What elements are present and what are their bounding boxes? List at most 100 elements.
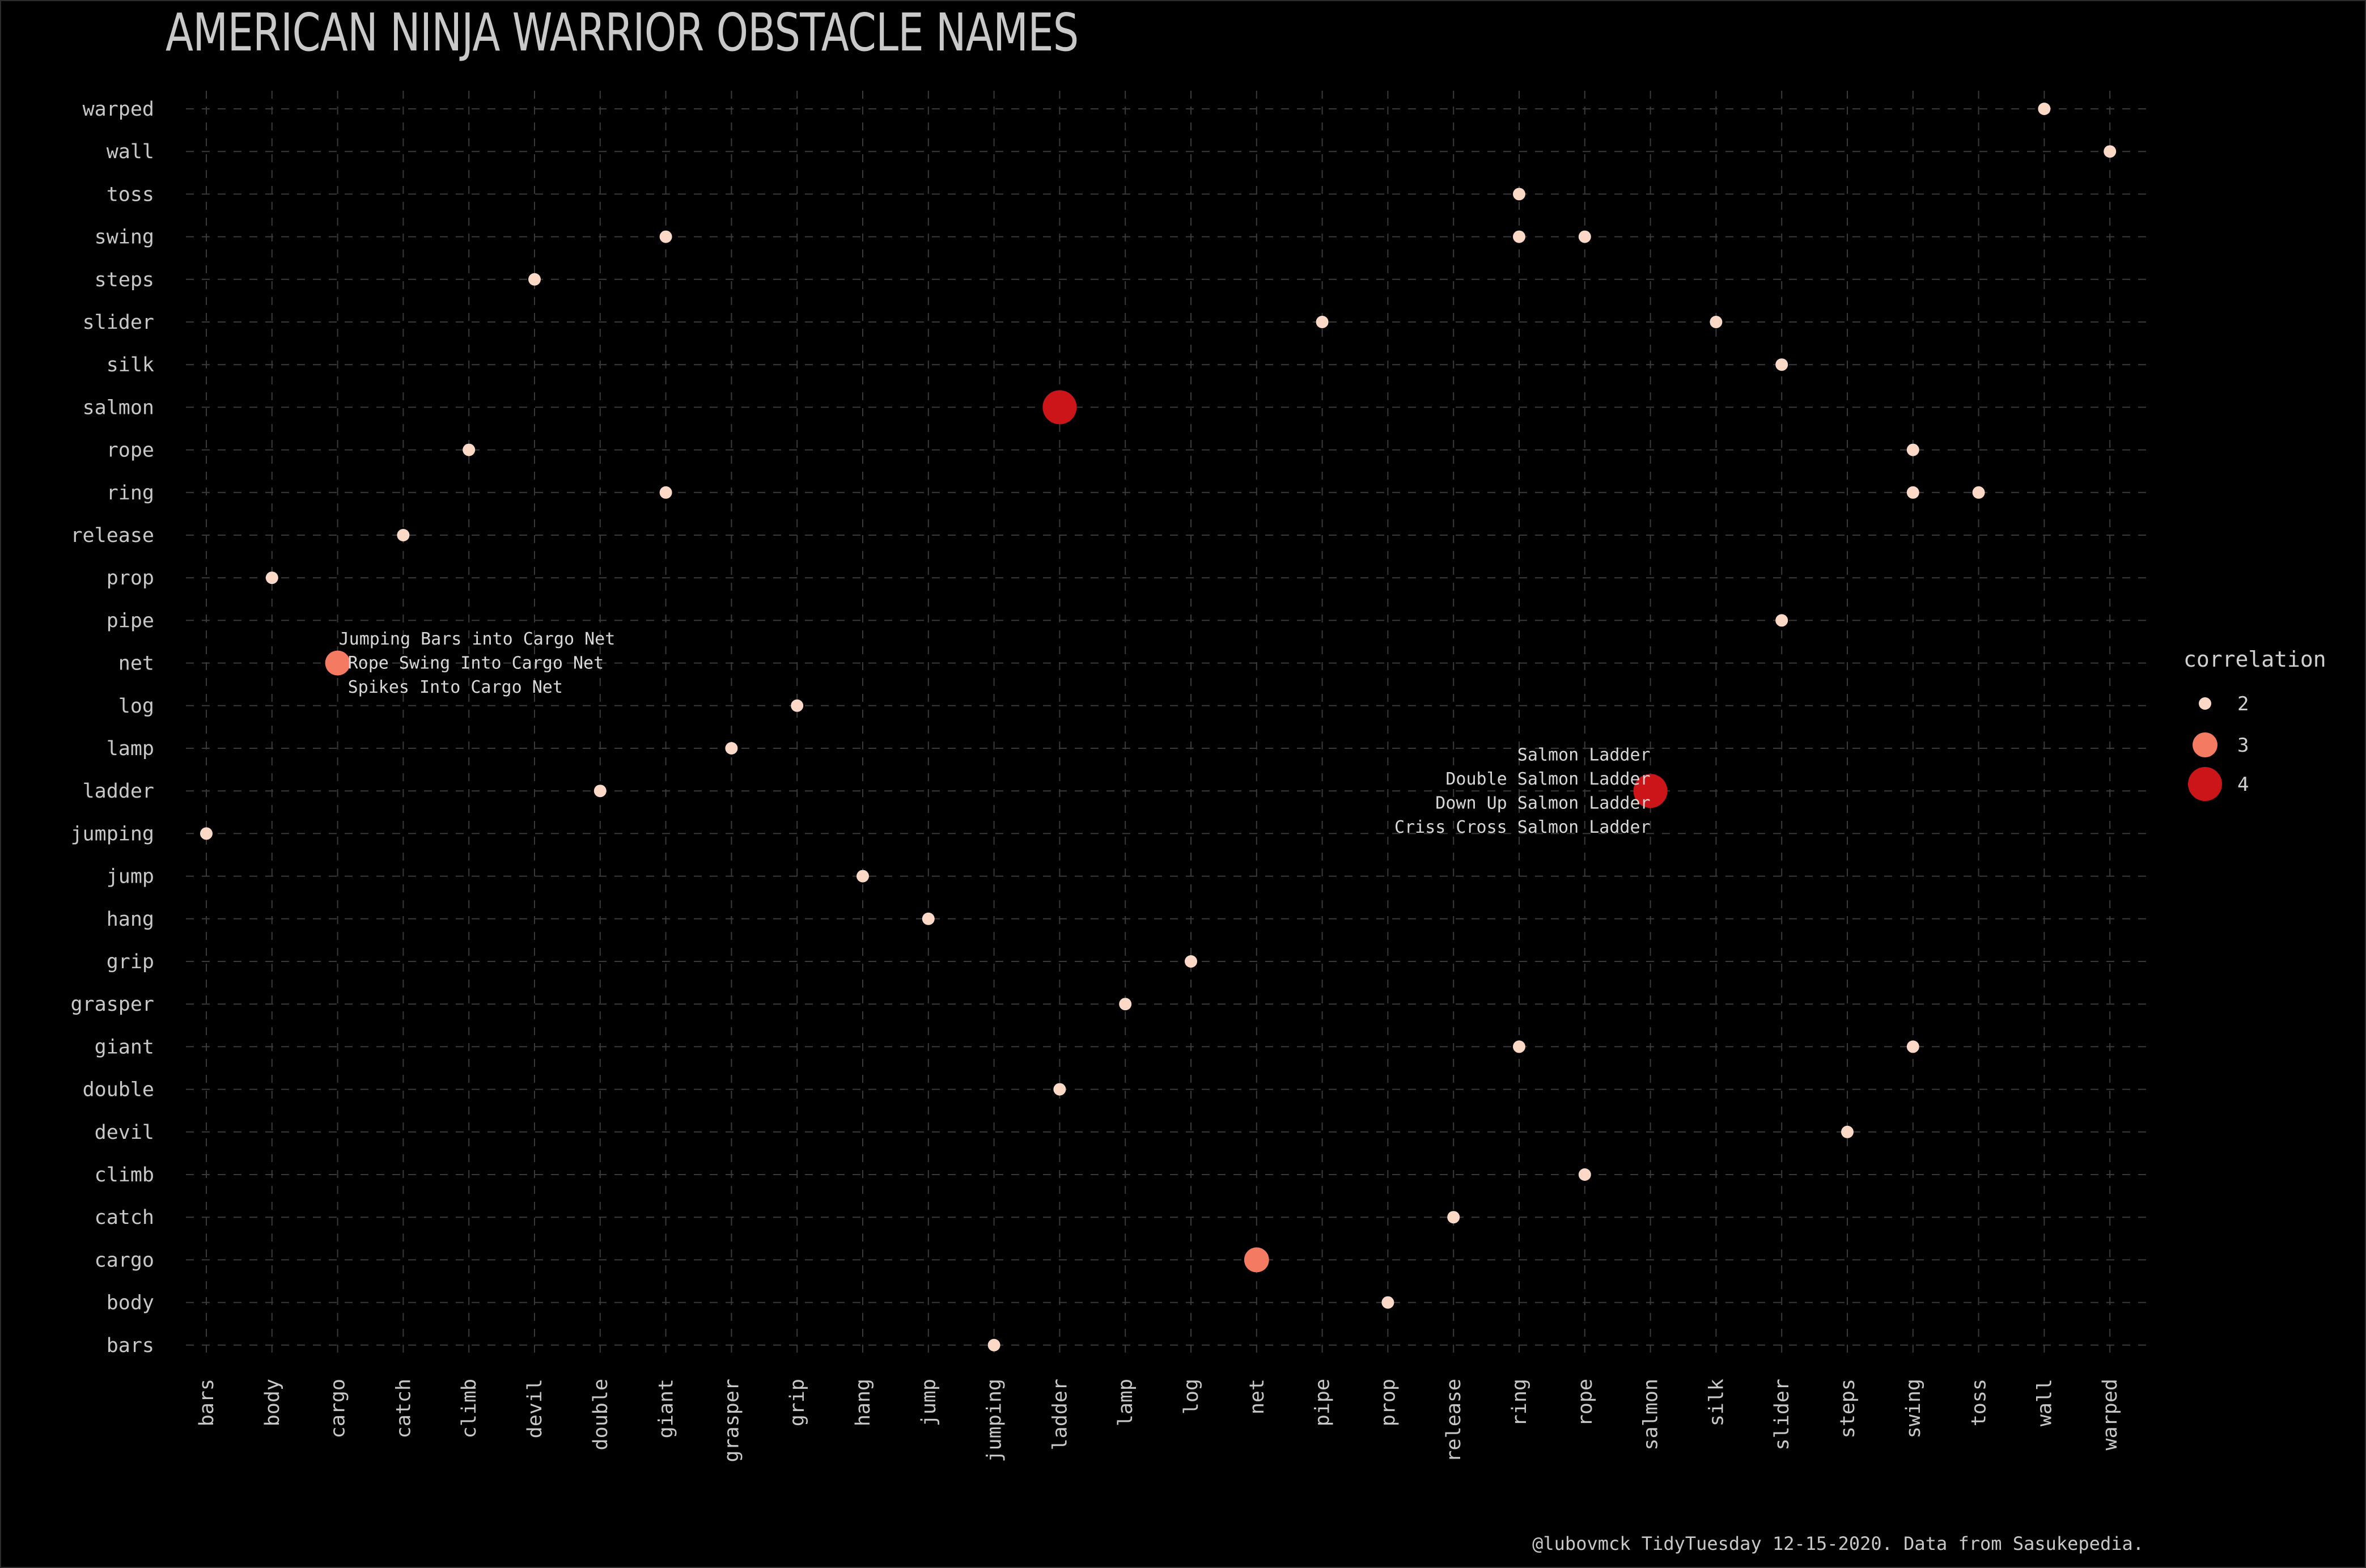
x-tick-label: log — [1180, 1379, 1203, 1414]
x-tick-label: giant — [655, 1379, 678, 1438]
legend-label: 2 — [2237, 693, 2249, 715]
y-axis-ticks: bars body cargo catch climb devil double giant g… — [70, 98, 154, 1357]
y-tick-label: rope — [107, 439, 154, 462]
data-point — [1381, 1296, 1394, 1309]
y-tick-label: net — [118, 652, 154, 675]
x-tick-label: prop — [1377, 1379, 1400, 1426]
legend-swatch — [2199, 697, 2211, 710]
x-tick-label: steps — [1837, 1379, 1859, 1438]
y-tick-label: grasper — [70, 993, 154, 1016]
data-point — [265, 571, 278, 584]
data-point — [593, 785, 607, 798]
data-point — [987, 1338, 1000, 1351]
data-point — [1906, 486, 1919, 499]
y-tick-label: ring — [107, 482, 154, 505]
y-tick-label: slider — [83, 311, 154, 334]
x-tick-label: lamp — [1114, 1379, 1137, 1426]
x-tick-label: climb — [458, 1379, 481, 1438]
data-point — [325, 650, 350, 676]
data-point — [856, 870, 869, 883]
data-point — [1185, 955, 1197, 968]
data-point — [725, 742, 738, 755]
x-tick-label: warped — [2099, 1379, 2122, 1450]
x-tick-label: rope — [1574, 1379, 1597, 1426]
data-point — [2104, 145, 2117, 158]
y-tick-label: bars — [107, 1334, 154, 1357]
data-point — [2038, 103, 2051, 115]
x-tick-label: pipe — [1312, 1379, 1334, 1426]
y-tick-label: prop — [107, 567, 154, 590]
y-tick-label: body — [107, 1292, 154, 1315]
annotations: Jumping Bars into Cargo Net Rope Swing In… — [339, 629, 1651, 837]
x-tick-label: devil — [524, 1379, 546, 1438]
y-tick-label: ladder — [83, 780, 154, 803]
x-axis-ticks: bars body cargo catch climb devil double giant g… — [196, 1379, 2122, 1463]
legend-label: 4 — [2237, 773, 2249, 796]
chart-title: AMERICAN NINJA WARRIOR OBSTACLE NAMES — [166, 2, 1079, 63]
x-tick-label: catch — [392, 1379, 415, 1438]
y-tick-label: salmon — [83, 396, 154, 419]
data-point — [1906, 443, 1919, 456]
x-tick-label: body — [261, 1379, 284, 1426]
x-tick-label: bars — [196, 1379, 218, 1426]
x-tick-label: jumping — [983, 1379, 1006, 1463]
data-point — [791, 699, 804, 712]
y-tick-label: jump — [107, 866, 154, 888]
data-point — [1775, 614, 1788, 627]
grid-lines — [186, 91, 2148, 1361]
legend-label: 3 — [2237, 734, 2249, 757]
legend-title: correlation — [2183, 647, 2326, 672]
data-points — [200, 103, 2117, 1351]
x-tick-label: jump — [918, 1379, 940, 1426]
x-tick-label: wall — [2033, 1379, 2056, 1426]
y-tick-label: log — [118, 695, 154, 718]
y-tick-label: steps — [95, 269, 154, 291]
x-tick-label: slider — [1771, 1379, 1793, 1450]
data-point — [1042, 390, 1077, 425]
annotation-label: Rope Swing Into Cargo Net — [348, 654, 604, 673]
data-point — [1447, 1211, 1460, 1224]
y-tick-label: warped — [83, 98, 154, 121]
x-tick-label: swing — [1902, 1379, 1925, 1438]
annotation-label: Down Up Salmon Ladder — [1435, 793, 1650, 813]
data-point — [397, 529, 410, 541]
data-point — [1513, 188, 1525, 201]
caption: @lubovmck TidyTuesday 12-15-2020. Data f… — [1532, 1533, 2144, 1554]
y-tick-label: cargo — [95, 1249, 154, 1272]
y-tick-label: silk — [107, 354, 154, 376]
y-tick-label: hang — [107, 908, 154, 931]
x-tick-label: net — [1246, 1379, 1269, 1414]
y-tick-label: double — [83, 1079, 154, 1101]
annotation-label: Spikes Into Cargo Net — [348, 677, 563, 697]
legend: correlation 2 3 4 — [2183, 647, 2326, 801]
data-point — [1906, 1040, 1919, 1053]
data-point — [1053, 1083, 1066, 1096]
y-tick-label: toss — [107, 183, 154, 206]
data-point — [1578, 1168, 1591, 1181]
legend-swatch — [2188, 767, 2222, 801]
data-point — [528, 273, 541, 286]
annotation-label: Jumping Bars into Cargo Net — [339, 629, 616, 649]
x-tick-label: release — [1443, 1379, 1465, 1463]
y-tick-label: swing — [95, 226, 154, 249]
data-point — [1513, 230, 1525, 243]
x-tick-label: cargo — [327, 1379, 350, 1438]
data-point — [659, 230, 672, 243]
y-tick-label: climb — [95, 1164, 154, 1186]
x-tick-label: hang — [852, 1379, 875, 1426]
x-tick-label: grip — [786, 1379, 809, 1426]
x-tick-label: ladder — [1049, 1379, 1071, 1450]
x-tick-label: double — [590, 1379, 612, 1450]
y-tick-label: jumping — [70, 823, 154, 845]
data-point — [1578, 230, 1591, 243]
legend-swatch — [2193, 732, 2217, 757]
data-point — [200, 827, 213, 840]
x-tick-label: toss — [1968, 1379, 1991, 1426]
data-point — [1710, 316, 1723, 328]
data-point — [1972, 486, 1985, 499]
y-tick-label: release — [70, 524, 154, 547]
x-tick-label: ring — [1508, 1379, 1531, 1426]
y-tick-label: catch — [95, 1206, 154, 1229]
